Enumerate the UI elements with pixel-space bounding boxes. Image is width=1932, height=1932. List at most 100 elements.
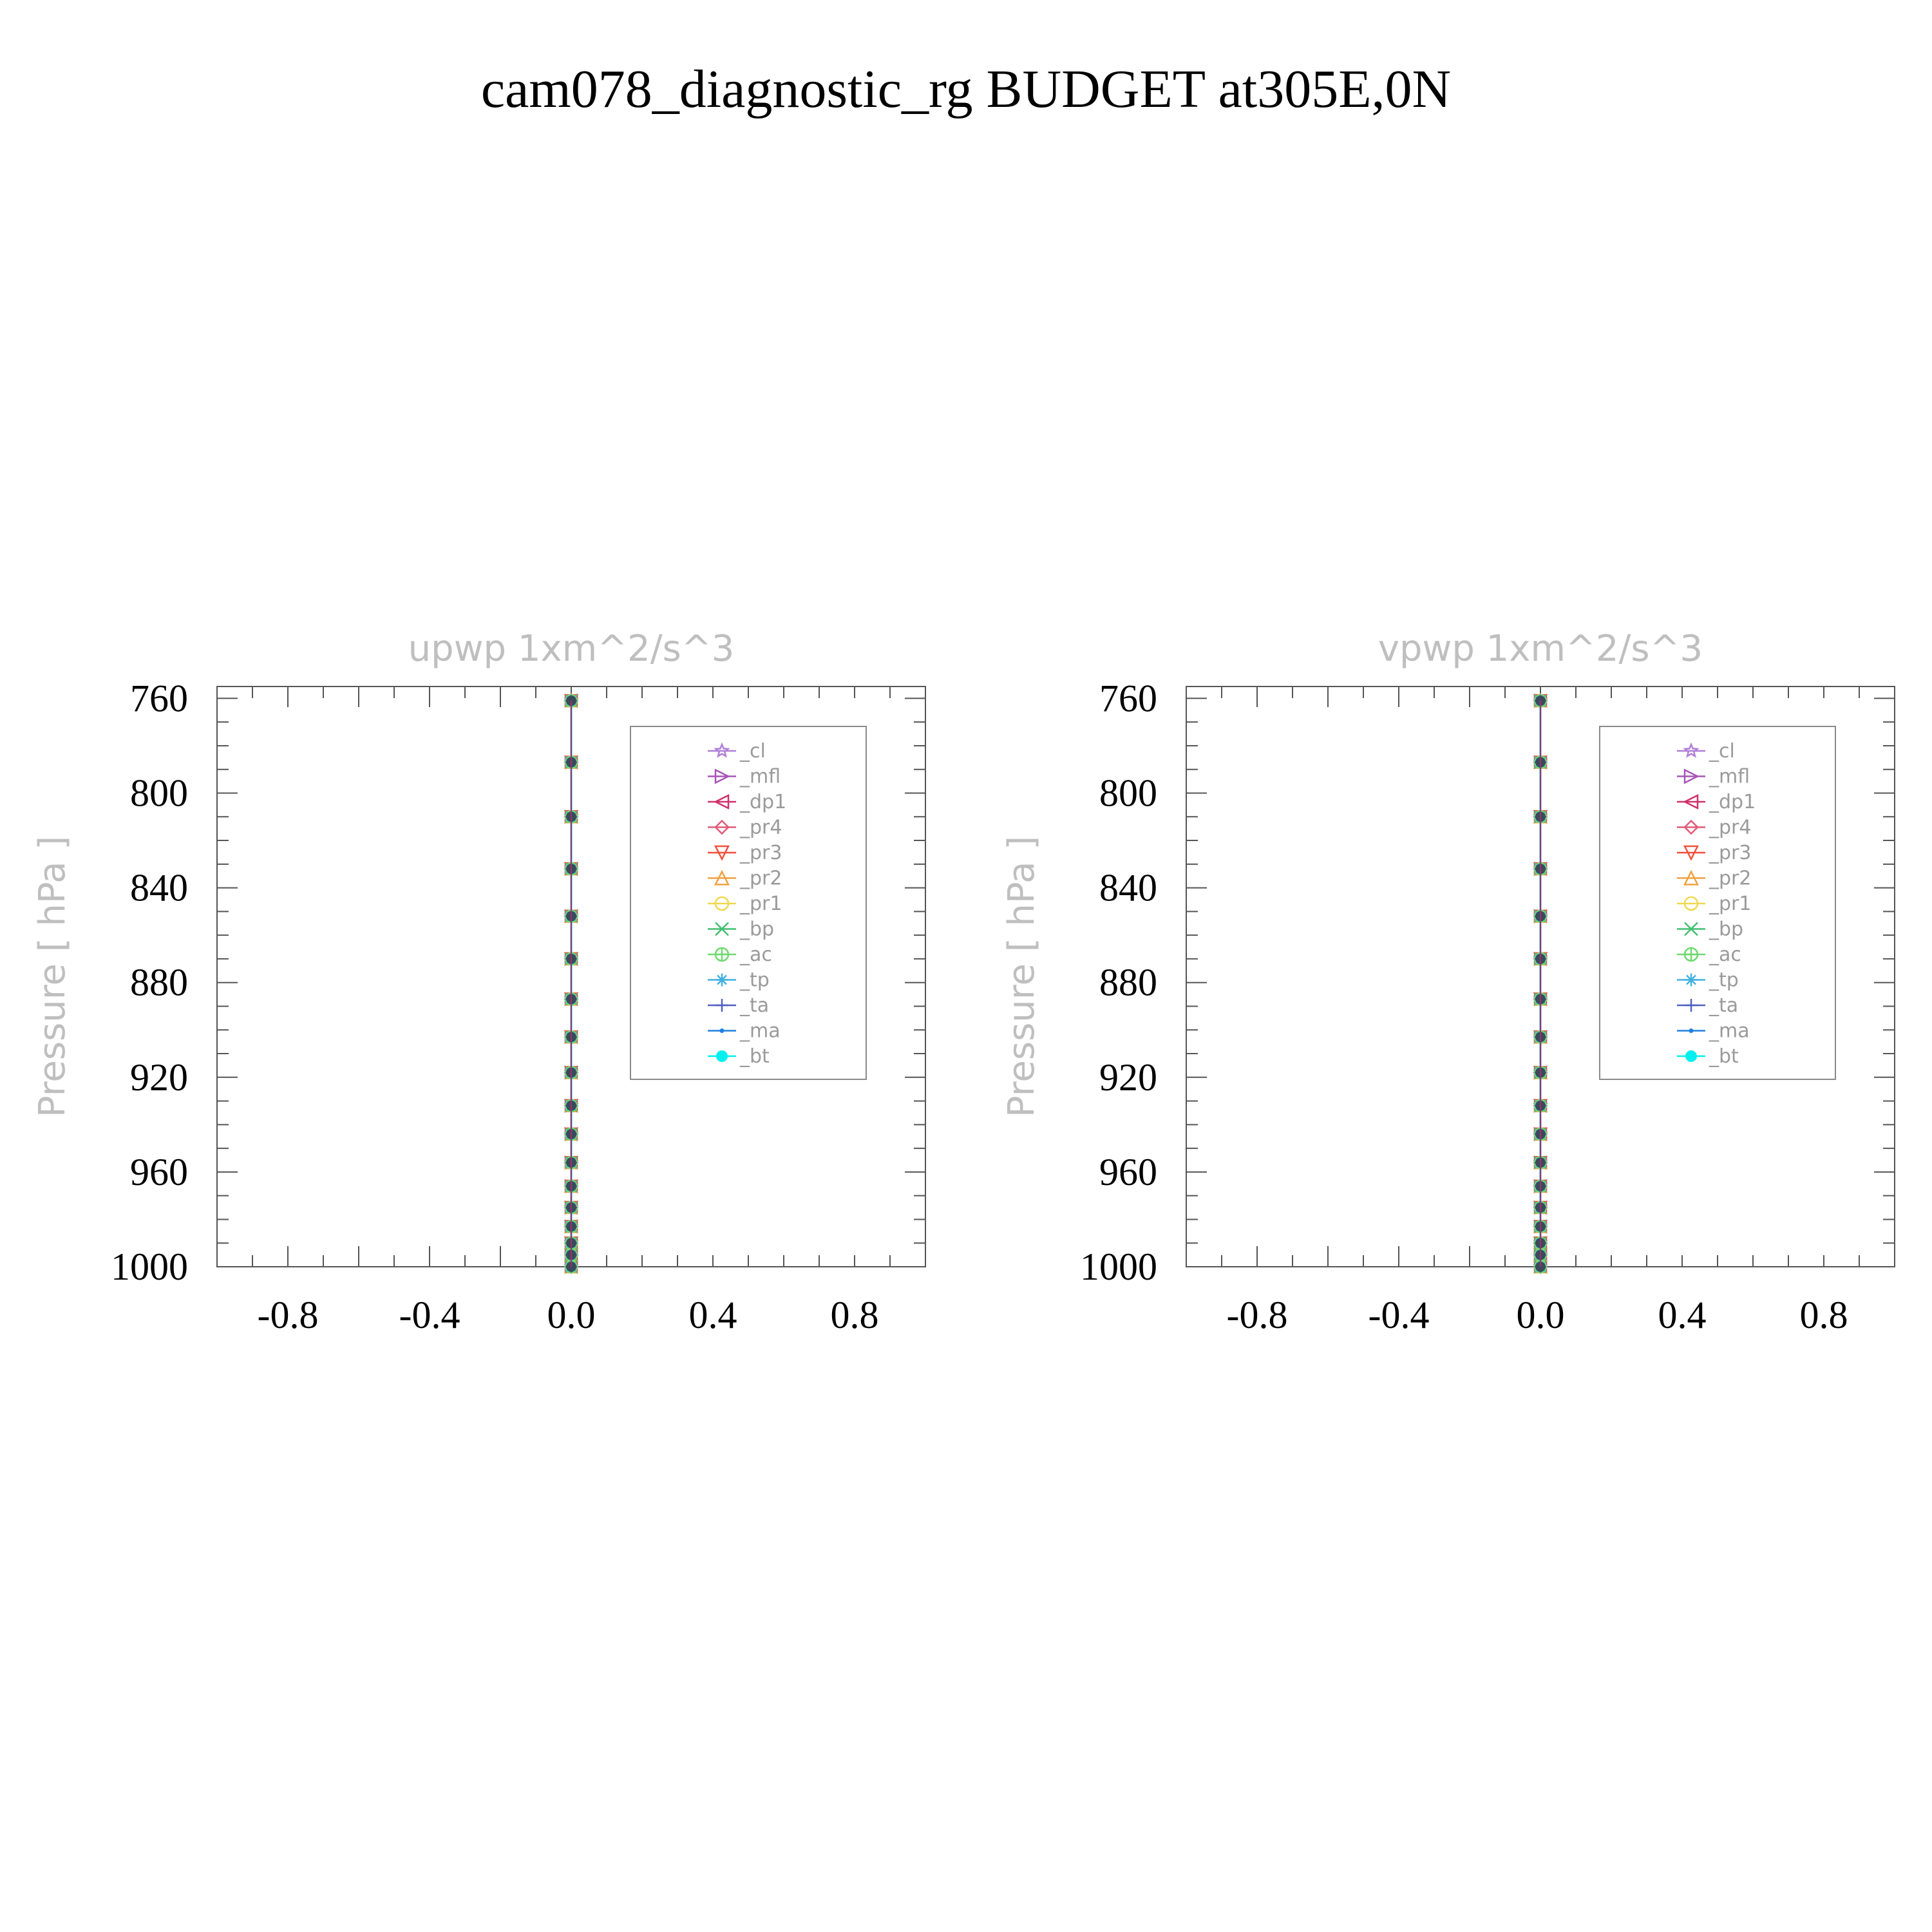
legend-item: _mfl <box>708 766 781 788</box>
legend-marker <box>715 973 728 987</box>
legend-label: _ta <box>739 994 769 1017</box>
x-tick-label: 0.0 <box>547 1294 596 1336</box>
legend-label: _bp <box>1709 918 1743 941</box>
y-tick-label: 800 <box>130 772 188 814</box>
y-tick-label: 880 <box>1099 961 1157 1004</box>
y-axis-label: Pressure [ hPa ] <box>32 836 73 1117</box>
x-tick-label: -0.4 <box>1368 1294 1430 1336</box>
legend-item: _tp <box>1677 969 1739 992</box>
legend-item: _pr4 <box>1677 817 1751 839</box>
legend-item: _pr1 <box>1677 893 1751 915</box>
legend-marker <box>1683 947 1699 962</box>
legend-marker <box>714 742 730 758</box>
legend-marker <box>1685 1050 1697 1062</box>
legend-item: _ac <box>1677 943 1741 966</box>
legend-label: _mfl <box>1709 766 1750 788</box>
legend-label: _mfl <box>739 766 781 788</box>
legend-marker <box>1683 793 1699 810</box>
legend-item: _cl <box>1677 740 1735 762</box>
legend-item: _ma <box>708 1020 781 1043</box>
legend-label: _dp1 <box>739 791 786 813</box>
y-tick-label: 1000 <box>111 1245 188 1288</box>
y-tick-label: 760 <box>1099 677 1157 719</box>
legend-marker <box>714 819 730 835</box>
legend-item: _dp1 <box>708 791 786 813</box>
x-tick-label: 0.8 <box>831 1294 879 1336</box>
legend-label: _pr2 <box>1709 867 1751 890</box>
legend-label: _pr1 <box>739 893 782 915</box>
legend-marker <box>714 845 730 861</box>
legend-label: _ma <box>739 1020 781 1043</box>
legend-marker <box>1683 869 1700 886</box>
legend-marker <box>1683 742 1700 758</box>
legend-label: _dp1 <box>1709 791 1756 813</box>
legend-item: _bp <box>708 918 774 941</box>
y-tick-label: 1000 <box>1080 1245 1157 1288</box>
x-tick-label: -0.4 <box>399 1294 460 1336</box>
legend-item: _cl <box>708 740 766 762</box>
x-tick-label: -0.8 <box>258 1294 319 1336</box>
legend-item: _pr3 <box>708 842 782 864</box>
legend-label: _ta <box>1709 994 1738 1017</box>
y-tick-label: 760 <box>130 677 188 719</box>
legend-label: _cl <box>1709 740 1735 762</box>
legend: _cl _mfl _dp1 _pr4 _pr3 _pr2 _pr1 _bp_ac _tp_ta _… <box>1599 726 1836 1080</box>
legend-marker <box>714 947 730 962</box>
legend-label: _tp <box>1709 969 1739 992</box>
chart-panel-1: upwp 1xm^2/s^3 Pressure [ hPa ] -0.8 -0.4 0.… <box>32 628 926 1336</box>
legend-label: _cl <box>739 740 766 762</box>
y-tick-label: 840 <box>130 867 188 909</box>
x-tick-label: 0.4 <box>689 1294 737 1336</box>
point-overlay <box>566 696 576 1272</box>
chart-title: upwp 1xm^2/s^3 <box>408 628 735 670</box>
legend-marker <box>1684 922 1698 936</box>
legend-item: _ta <box>708 994 769 1017</box>
legend-item: _bp <box>1677 918 1743 941</box>
legend-label: _bt <box>1709 1045 1739 1068</box>
legend-marker <box>1685 973 1698 987</box>
legend-label: _tp <box>739 969 770 992</box>
y-tick-label: 800 <box>1099 772 1157 814</box>
y-tick-label: 920 <box>1099 1056 1157 1099</box>
y-tick-label: 840 <box>1099 867 1157 909</box>
legend-item: _pr2 <box>1677 867 1751 890</box>
legend-item: _ac <box>708 943 772 966</box>
legend-marker <box>1683 896 1699 911</box>
legend: _cl _mfl _dp1 _pr4 _pr3 _pr2 _pr1 _bp_ac _tp_ta _… <box>630 726 867 1080</box>
x-tick-label: 0.0 <box>1517 1294 1565 1336</box>
x-tick-label: 0.4 <box>1658 1294 1707 1336</box>
legend-label: _ac <box>739 943 772 966</box>
legend-item: _ta <box>1677 994 1738 1017</box>
legend-marker <box>714 768 730 784</box>
page-title: cam078_diagnostic_rg BUDGET at305E,0N <box>480 59 1452 119</box>
legend-item: _pr3 <box>1677 842 1751 864</box>
legend-label: _ac <box>1709 943 1741 966</box>
legend-box <box>1599 726 1836 1080</box>
legend-marker <box>714 896 730 911</box>
legend-label: _pr3 <box>739 842 782 864</box>
y-tick-label: 960 <box>130 1151 188 1193</box>
legend-label: _ma <box>1709 1020 1750 1043</box>
legend-item: _bt <box>1677 1045 1739 1068</box>
legend-item: _bt <box>708 1045 770 1068</box>
legend-label: _pr4 <box>1709 817 1751 839</box>
legend-label: _pr3 <box>1709 842 1751 864</box>
legend-item: _tp <box>708 969 770 992</box>
legend-label: _pr1 <box>1709 893 1751 915</box>
legend-marker <box>1685 999 1698 1012</box>
legend-marker <box>1683 845 1700 861</box>
legend-marker <box>1683 819 1699 835</box>
legend-item: _pr1 <box>708 893 782 915</box>
y-axis-label: Pressure [ hPa ] <box>1001 836 1043 1117</box>
chart-title: vpwp 1xm^2/s^3 <box>1378 628 1703 670</box>
legend-marker <box>714 869 730 886</box>
legend-label: _pr2 <box>739 867 782 890</box>
legend-box <box>630 726 867 1080</box>
legend-marker <box>1689 1028 1694 1033</box>
legend-item: _mfl <box>1677 766 1750 788</box>
legend-label: _pr4 <box>739 817 782 839</box>
chart-panel-2: vpwp 1xm^2/s^3 Pressure [ hPa ] -0.8 -0.4 0.… <box>1001 628 1895 1336</box>
x-tick-label: -0.8 <box>1227 1294 1288 1336</box>
legend-marker <box>714 793 730 810</box>
